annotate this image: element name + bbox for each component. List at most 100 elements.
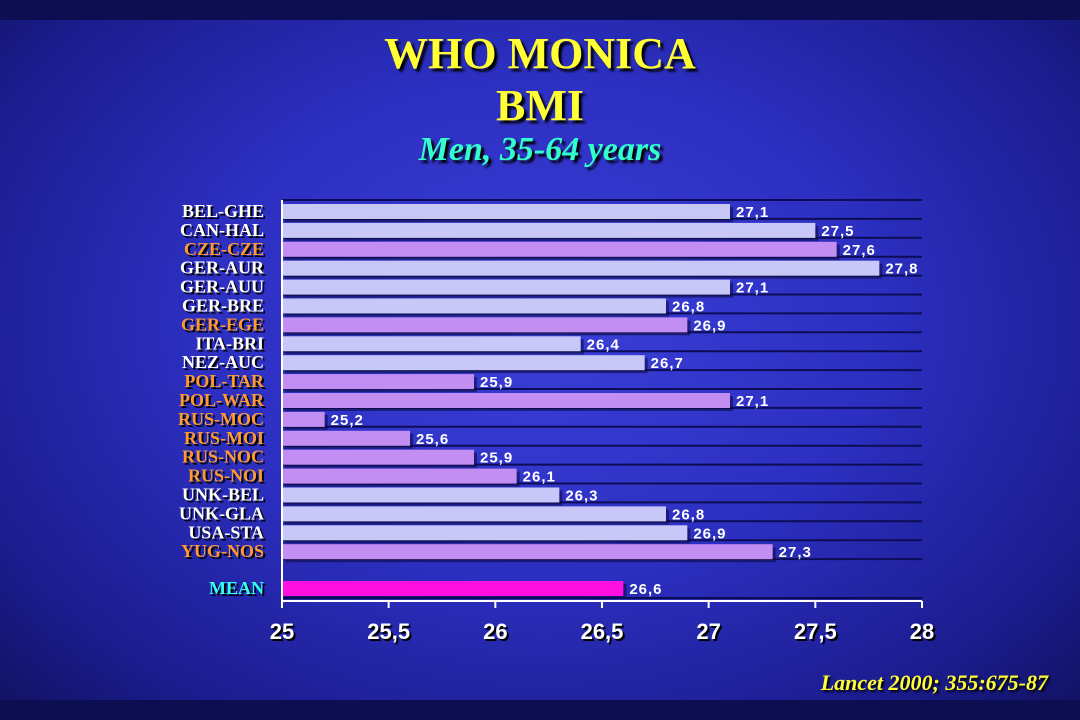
bar-ger-ege (282, 317, 688, 333)
value-label: 27,1 (736, 280, 769, 297)
category-label: BEL-GHE (182, 201, 264, 221)
category-label-shadow: USA-STA (190, 524, 266, 544)
category-label: UNK-BEL (182, 485, 264, 505)
value-label: 26,9 (693, 525, 726, 542)
category-label-shadow: GER-EGE (183, 316, 266, 336)
mean-bar (282, 581, 624, 596)
category-label-shadow: BEL-GHE (184, 203, 266, 223)
x-tick-label: 25,5 (367, 619, 410, 644)
category-label-shadow: POL-TAR (186, 373, 267, 393)
category-label: RUS-NOI (188, 466, 264, 486)
top-band (0, 0, 1080, 20)
category-label-shadow: NEZ-AUC (184, 354, 266, 374)
bottom-band (0, 700, 1080, 720)
category-label-shadow: RUS-MOC (180, 411, 266, 431)
mean-label: MEAN (209, 578, 264, 598)
category-label: ITA-BRI (195, 333, 264, 353)
category-label: YUG-NOS (181, 541, 264, 561)
value-label: 27,8 (885, 261, 918, 278)
mean-label-shadow: MEAN (211, 580, 266, 600)
chart-subtitle: Men, 35-64 years (418, 131, 662, 168)
category-label-shadow: RUS-NOI (190, 468, 266, 488)
category-label: GER-AUR (180, 258, 265, 278)
bar-pol-tar (282, 374, 474, 390)
category-label-shadow: GER-AUR (182, 260, 267, 280)
category-label-shadow: CZE-CZE (186, 241, 266, 261)
value-label: 27,5 (821, 223, 854, 240)
value-label: 26,3 (565, 488, 598, 505)
category-label: CZE-CZE (184, 239, 264, 259)
value-label: 26,1 (523, 469, 556, 486)
mean-value-label: 26,6 (629, 581, 662, 598)
value-label: 26,8 (672, 506, 705, 523)
x-tick-label-shadow: 28 (912, 621, 936, 646)
bar-rus-moi (282, 430, 410, 446)
bar-ger-aur (282, 260, 880, 276)
value-label: 26,7 (651, 355, 684, 372)
category-label: GER-AUU (180, 277, 264, 297)
value-label: 26,4 (587, 336, 620, 353)
value-label: 26,8 (672, 299, 705, 316)
category-label-shadow: UNK-GLA (181, 505, 266, 525)
x-tick-label-shadow: 25,5 (369, 621, 412, 646)
category-label: GER-EGE (181, 314, 264, 334)
bar-unk-gla (282, 506, 666, 522)
bar-cze-cze (282, 241, 837, 257)
x-tick-label: 25 (270, 619, 294, 644)
chart-title: WHO MONICA (384, 29, 696, 78)
category-label-shadow: CAN-HAL (182, 222, 266, 242)
category-label-shadow: UNK-BEL (184, 487, 266, 507)
bar-rus-noc (282, 449, 474, 465)
category-label: CAN-HAL (180, 220, 264, 240)
category-label-shadow: ITA-BRI (197, 335, 266, 355)
category-label: RUS-NOC (182, 447, 264, 467)
bar-ger-bre (282, 298, 666, 314)
value-label: 25,9 (480, 450, 513, 467)
bar-rus-noi (282, 468, 517, 484)
x-tick-label: 26 (483, 619, 507, 644)
value-label: 26,9 (693, 317, 726, 334)
category-label-shadow: RUS-NOC (184, 449, 266, 469)
category-label: RUS-MOC (178, 409, 264, 429)
bar-yug-nos (282, 544, 773, 560)
bar-ger-auu (282, 279, 730, 295)
category-label-shadow: YUG-NOS (183, 543, 266, 563)
category-label-shadow: GER-AUU (182, 279, 266, 299)
category-label: GER-BRE (182, 296, 264, 316)
category-label: RUS-MOI (184, 428, 264, 448)
value-label: 25,6 (416, 431, 449, 448)
value-label: 27,1 (736, 393, 769, 410)
citation: Lancet 2000; 355:675-87 (820, 670, 1048, 695)
category-label: NEZ-AUC (182, 352, 264, 372)
bar-pol-war (282, 393, 730, 408)
x-tick-label-shadow: 26,5 (583, 621, 626, 646)
bar-unk-bel (282, 487, 560, 503)
x-tick-label-shadow: 27 (698, 621, 722, 646)
category-label: USA-STA (188, 522, 264, 542)
x-tick-label: 28 (910, 619, 934, 644)
bar-rus-moc (282, 411, 325, 427)
bar-can-hal (282, 222, 816, 238)
x-tick-label: 27,5 (794, 619, 837, 644)
category-label-shadow: GER-BRE (184, 298, 266, 318)
x-tick-label-shadow: 27,5 (796, 621, 839, 646)
x-tick-label: 27 (696, 619, 720, 644)
category-label: UNK-GLA (179, 503, 264, 523)
x-tick-label-shadow: 26 (485, 621, 509, 646)
chart-title-line2: BMI (496, 81, 584, 130)
bar-nez-auc (282, 355, 645, 371)
category-label-shadow: RUS-MOI (186, 430, 266, 450)
value-label: 25,2 (331, 412, 364, 429)
bar-ita-bri (282, 336, 581, 352)
bar-bel-ghe (282, 204, 730, 219)
value-label: 27,6 (843, 242, 876, 259)
value-label: 27,3 (779, 544, 812, 561)
bar-usa-sta (282, 525, 688, 541)
category-label: POL-WAR (179, 390, 265, 410)
value-label: 25,9 (480, 374, 513, 391)
category-label: POL-TAR (184, 371, 265, 391)
category-label-shadow: POL-WAR (181, 392, 267, 412)
x-tick-label-shadow: 25 (272, 621, 296, 646)
value-label: 27,1 (736, 204, 769, 221)
